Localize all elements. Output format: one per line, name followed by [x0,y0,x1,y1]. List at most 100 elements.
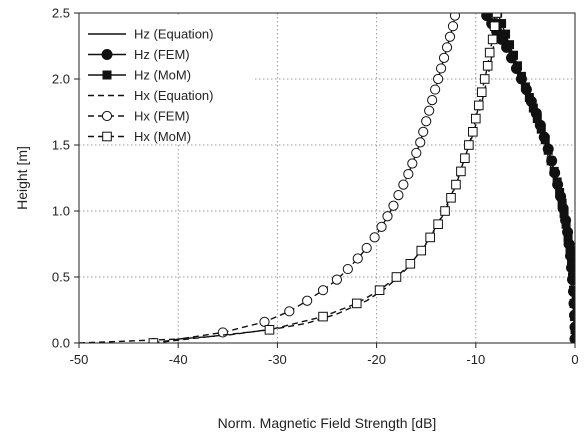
data-point [446,193,456,203]
legend-item-hz-fem: Hz (FEM) [88,47,190,62]
data-point [536,124,546,134]
y-tick-label: 1.5 [52,138,70,153]
data-point [540,135,550,145]
series-hz-fem [481,13,575,343]
data-point [376,221,387,232]
data-point [388,200,399,211]
data-point [569,285,575,295]
legend-label: Hx (Equation) [134,88,213,103]
data-point [318,311,328,322]
legend-item-hx-equation: Hx (Equation) [88,88,213,103]
x-tick-label: -50 [70,352,89,367]
data-point [570,325,575,335]
data-point [471,113,481,124]
series-hx-fem [148,13,461,343]
data-point [484,47,495,58]
y-axis-title: Height [m] [14,146,30,210]
data-point [491,13,502,18]
data-point [284,306,295,317]
x-axis-title: Norm. Magnetic Field Strength [dB] [218,415,437,431]
data-point [352,253,363,264]
data-point [543,145,553,155]
data-point [217,327,228,338]
data-point [552,177,562,187]
x-tick-label: -20 [367,352,386,367]
data-point [468,127,478,137]
data-point [447,21,459,32]
data-point [565,246,575,256]
legend-label: Hx (MoM) [134,129,191,144]
series-group [79,13,575,343]
data-point [421,116,432,127]
data-point [391,272,402,282]
data-point [264,325,275,335]
data-point [331,274,343,285]
data-point [569,298,575,308]
data-point [501,29,511,39]
data-point [430,84,441,95]
data-point [549,166,559,176]
legend-label: Hx (FEM) [134,109,190,124]
data-point [460,153,470,163]
legend-marker [101,49,113,60]
legend-box [82,17,254,143]
data-point [361,242,372,254]
data-point [516,71,526,81]
data-point [438,52,450,63]
data-point [464,140,474,150]
data-point [508,50,518,60]
data-point [557,198,567,208]
y-tick-label: 2.5 [52,6,70,21]
data-point [473,100,484,111]
data-point [569,333,575,343]
data-point [476,87,487,98]
data-point [441,42,453,53]
data-point [369,232,380,243]
series-hx-mom [148,13,502,343]
data-point [407,158,418,169]
data-point [524,92,534,102]
legend-item-hz-mom: Hz (MoM) [88,68,191,83]
legend-marker [102,131,112,142]
data-point [317,285,329,296]
data-point [456,166,466,177]
data-point [416,245,427,256]
y-tick-label: 0.5 [52,270,70,285]
data-point [512,61,522,71]
y-tick-label: 1.0 [52,204,70,219]
data-point [487,34,498,45]
data-point [403,168,414,180]
data-point [342,263,353,275]
data-point [433,219,443,229]
data-point [418,126,429,137]
data-point [568,272,575,282]
data-point [489,21,500,31]
data-point [302,295,313,306]
y-tick-label: 0.0 [52,336,70,351]
data-point [555,188,565,198]
legend: Hz (Equation) Hz (FEM) Hz (MoM) Hx (Equatio… [88,27,213,144]
data-point [148,338,159,343]
series-hz-mom [493,13,575,335]
plot-frame [78,12,576,344]
data-point [520,82,530,92]
legend-item-hx-fem: Hx (FEM) [88,109,190,124]
legend-label: Hz (MoM) [134,68,191,83]
series-line [491,13,575,343]
ticks: -50 -40 -30 -20 -10 0 0.0 0.5 1.0 1.5 2.0 2.5 [52,6,579,368]
data-point [440,206,450,216]
legend-label: Hz (FEM) [134,47,190,62]
data-point [444,31,456,42]
data-point [433,73,444,85]
data-point [415,137,426,148]
x-tick-label: -40 [169,352,188,367]
data-point [424,105,435,116]
x-tick-label: -10 [466,352,485,367]
data-point [451,179,461,190]
legend-marker [102,70,112,80]
data-point [398,179,409,190]
data-point [405,259,416,269]
data-point [411,147,422,159]
